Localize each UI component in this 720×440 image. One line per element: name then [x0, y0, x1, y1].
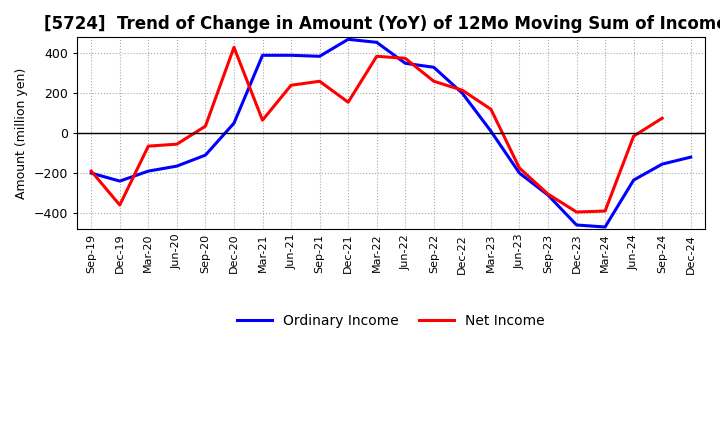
Net Income: [658, 116, 667, 121]
Net Income: [115, 202, 124, 208]
Ordinary Income: [487, 128, 495, 134]
Line: Ordinary Income: Ordinary Income: [91, 39, 690, 227]
Ordinary Income: [144, 169, 153, 174]
Net Income: [258, 117, 267, 123]
Net Income: [344, 99, 353, 105]
Net Income: [372, 54, 381, 59]
Net Income: [87, 169, 96, 174]
Net Income: [487, 106, 495, 112]
Net Income: [572, 209, 581, 215]
Net Income: [287, 83, 295, 88]
Line: Net Income: Net Income: [91, 48, 662, 212]
Ordinary Income: [344, 37, 353, 42]
Ordinary Income: [401, 61, 410, 66]
Net Income: [144, 143, 153, 149]
Ordinary Income: [87, 170, 96, 176]
Net Income: [544, 191, 552, 197]
Net Income: [600, 209, 609, 214]
Ordinary Income: [430, 65, 438, 70]
Ordinary Income: [201, 153, 210, 158]
Ordinary Income: [600, 224, 609, 230]
Net Income: [629, 133, 638, 139]
Ordinary Income: [458, 91, 467, 96]
Ordinary Income: [658, 161, 667, 167]
Ordinary Income: [572, 222, 581, 227]
Y-axis label: Amount (million yen): Amount (million yen): [15, 68, 28, 199]
Net Income: [430, 79, 438, 84]
Net Income: [458, 88, 467, 93]
Ordinary Income: [115, 179, 124, 184]
Net Income: [173, 142, 181, 147]
Net Income: [201, 124, 210, 129]
Ordinary Income: [230, 121, 238, 126]
Ordinary Income: [258, 53, 267, 58]
Ordinary Income: [515, 170, 523, 176]
Ordinary Income: [629, 177, 638, 183]
Ordinary Income: [315, 54, 324, 59]
Net Income: [515, 165, 523, 171]
Legend: Ordinary Income, Net Income: Ordinary Income, Net Income: [232, 309, 551, 334]
Ordinary Income: [287, 53, 295, 58]
Net Income: [401, 55, 410, 61]
Ordinary Income: [544, 192, 552, 198]
Title: [5724]  Trend of Change in Amount (YoY) of 12Mo Moving Sum of Incomes: [5724] Trend of Change in Amount (YoY) o…: [44, 15, 720, 33]
Ordinary Income: [173, 164, 181, 169]
Ordinary Income: [686, 154, 695, 160]
Net Income: [315, 79, 324, 84]
Ordinary Income: [372, 40, 381, 45]
Net Income: [230, 45, 238, 50]
